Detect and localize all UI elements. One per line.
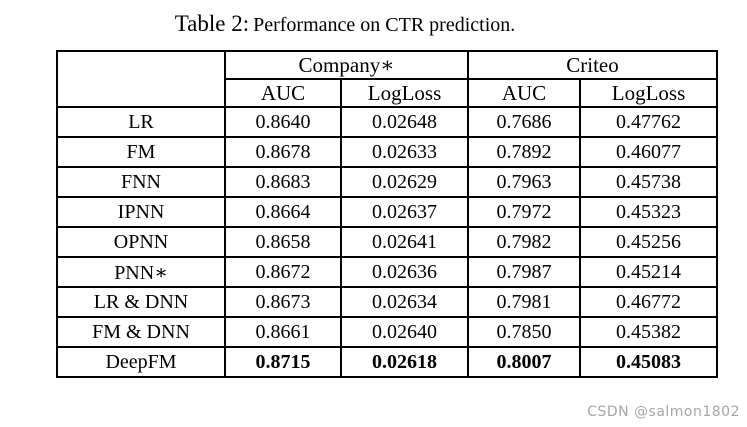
- metric-value-cell: 0.8661: [224, 316, 342, 348]
- table-row: LR 0.8640 0.02648 0.7686 0.47762: [56, 106, 718, 138]
- table-row: LR & DNN 0.8673 0.02634 0.7981 0.46772: [56, 286, 718, 318]
- model-name-cell: PNN∗: [56, 256, 226, 288]
- metric-value-cell: 0.45323: [579, 196, 718, 228]
- metric-value-cell: 0.7972: [467, 196, 581, 228]
- header-company-logloss: LogLoss: [340, 78, 469, 108]
- metric-value-cell: 0.02636: [340, 256, 469, 288]
- metric-value-cell: 0.02633: [340, 136, 469, 168]
- model-name-cell: IPNN: [56, 196, 226, 228]
- performance-table: Company∗ Criteo AUC LogLoss AUC LogLoss …: [56, 50, 718, 378]
- watermark: CSDN @salmon1802: [587, 404, 740, 420]
- metric-value-cell: 0.02629: [340, 166, 469, 198]
- metric-value-cell: 0.8673: [224, 286, 342, 318]
- group-header-company: Company∗: [224, 50, 469, 80]
- group-header-criteo: Criteo: [467, 50, 718, 80]
- table-body: LR 0.8640 0.02648 0.7686 0.47762 FM 0.86…: [56, 106, 718, 378]
- table-row: PNN∗ 0.8672 0.02636 0.7987 0.45214: [56, 256, 718, 288]
- metric-value-cell: 0.02618: [340, 346, 469, 378]
- model-name-cell: LR: [56, 106, 226, 138]
- model-name-cell: FM: [56, 136, 226, 168]
- metric-value-cell: 0.45083: [579, 346, 718, 378]
- model-name-cell: FM & DNN: [56, 316, 226, 348]
- model-name-cell: OPNN: [56, 226, 226, 258]
- group-header-row: Company∗ Criteo: [56, 50, 718, 108]
- model-name-cell: DeepFM: [56, 346, 226, 378]
- caption-label: Table 2:: [174, 11, 250, 36]
- header-criteo-logloss: LogLoss: [579, 78, 718, 108]
- metric-value-cell: 0.8678: [224, 136, 342, 168]
- metric-value-cell: 0.47762: [579, 106, 718, 138]
- metric-value-cell: 0.45738: [579, 166, 718, 198]
- metric-value-cell: 0.8672: [224, 256, 342, 288]
- table-row: IPNN 0.8664 0.02637 0.7972 0.45323: [56, 196, 718, 228]
- metric-value-cell: 0.46772: [579, 286, 718, 318]
- metric-value-cell: 0.7892: [467, 136, 581, 168]
- metric-value-cell: 0.7686: [467, 106, 581, 138]
- metric-value-cell: 0.45256: [579, 226, 718, 258]
- table-row: DeepFM 0.8715 0.02618 0.8007 0.45083: [56, 346, 718, 378]
- metric-value-cell: 0.8664: [224, 196, 342, 228]
- metric-value-cell: 0.02640: [340, 316, 469, 348]
- metric-value-cell: 0.45214: [579, 256, 718, 288]
- metric-value-cell: 0.02637: [340, 196, 469, 228]
- table-row: OPNN 0.8658 0.02641 0.7982 0.45256: [56, 226, 718, 258]
- metric-value-cell: 0.7981: [467, 286, 581, 318]
- metric-value-cell: 0.8640: [224, 106, 342, 138]
- metric-value-cell: 0.46077: [579, 136, 718, 168]
- header-criteo-auc: AUC: [467, 78, 581, 108]
- model-name-cell: FNN: [56, 166, 226, 198]
- metric-value-cell: 0.8007: [467, 346, 581, 378]
- metric-value-cell: 0.02648: [340, 106, 469, 138]
- header-company-auc: AUC: [224, 78, 342, 108]
- metric-value-cell: 0.8683: [224, 166, 342, 198]
- metric-value-cell: 0.7850: [467, 316, 581, 348]
- metric-value-cell: 0.02641: [340, 226, 469, 258]
- metric-value-cell: 0.7987: [467, 256, 581, 288]
- metric-value-cell: 0.45382: [579, 316, 718, 348]
- metric-header-row: AUC LogLoss AUC LogLoss: [57, 78, 718, 108]
- table-row: FM 0.8678 0.02633 0.7892 0.46077: [56, 136, 718, 168]
- table-header: Company∗ Criteo AUC LogLoss AUC LogLoss: [56, 50, 718, 108]
- caption-text: Performance on CTR prediction.: [253, 14, 516, 36]
- metric-value-cell: 0.8715: [224, 346, 342, 378]
- table-caption: Table 2: Performance on CTR prediction.: [0, 11, 690, 37]
- metric-value-cell: 0.7982: [467, 226, 581, 258]
- metric-value-cell: 0.7963: [467, 166, 581, 198]
- metric-value-cell: 0.02634: [340, 286, 469, 318]
- metric-value-cell: 0.8658: [224, 226, 342, 258]
- corner-cell: [56, 50, 226, 108]
- table-row: FM & DNN 0.8661 0.02640 0.7850 0.45382: [56, 316, 718, 348]
- model-name-cell: LR & DNN: [56, 286, 226, 318]
- table-row: FNN 0.8683 0.02629 0.7963 0.45738: [56, 166, 718, 198]
